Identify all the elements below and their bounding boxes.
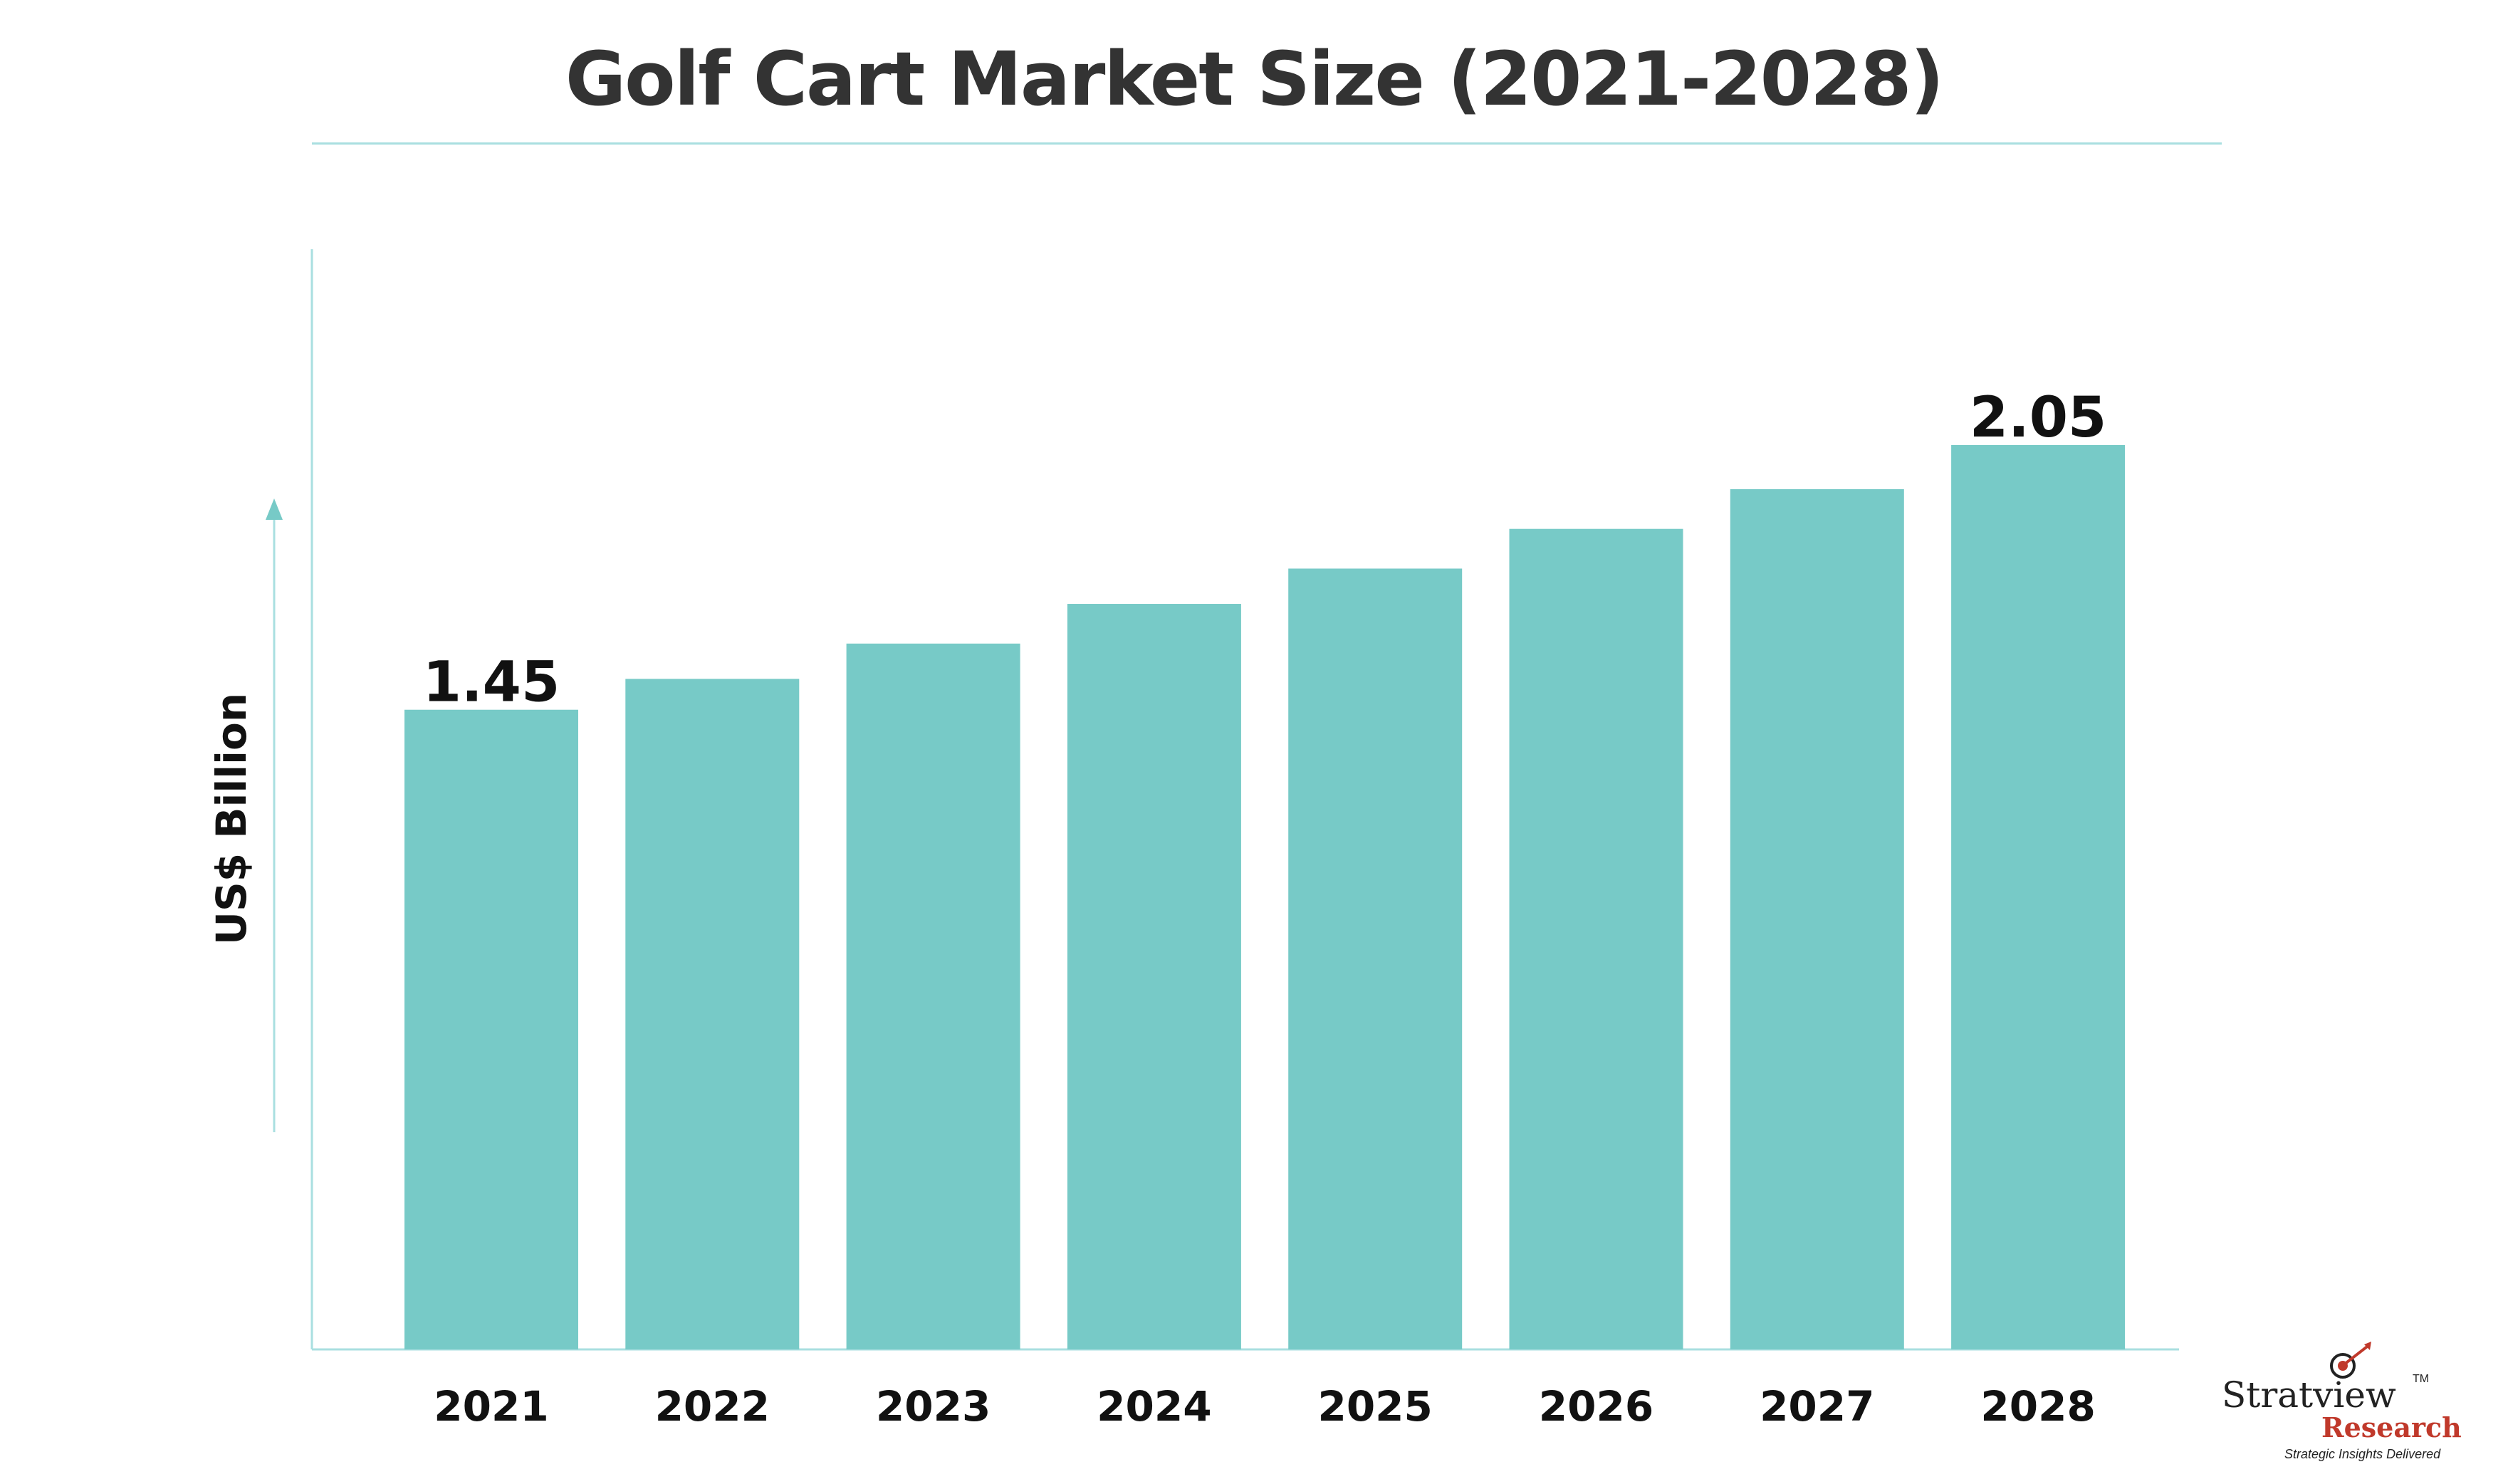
logo-research: Research xyxy=(2321,1411,2462,1443)
stratview-logo: Stratview TM Research Strategic Insights… xyxy=(2222,1339,2464,1474)
x-tick-2021: 2021 xyxy=(434,1382,548,1431)
bar-2028 xyxy=(1951,445,2126,1349)
logo-tagline: Strategic Insights Delivered xyxy=(2284,1447,2441,1461)
bar-2026 xyxy=(1509,528,1683,1350)
logo-trademark: TM xyxy=(2413,1373,2430,1385)
data-label-2028: 2.05 xyxy=(1970,386,2106,450)
bar-2025 xyxy=(1288,568,1463,1350)
bar-2021 xyxy=(404,709,578,1349)
bar-2027 xyxy=(1730,488,1904,1350)
x-tick-2024: 2024 xyxy=(1097,1382,1211,1431)
data-labels: 1.45 2.05 xyxy=(423,386,2107,715)
y-axis-label: US$ Billion xyxy=(207,693,256,945)
y-axis-arrow-head-icon xyxy=(266,498,283,520)
x-tick-2028: 2028 xyxy=(1980,1382,2095,1431)
x-tick-2025: 2025 xyxy=(1317,1382,1432,1431)
bar-2024 xyxy=(1067,604,1241,1349)
logo-target-icon xyxy=(2330,1342,2371,1379)
chart-title: Golf Cart Market Size (2021-2028) xyxy=(565,36,1944,122)
x-tick-labels: 2021 2022 2023 2024 2025 2026 2027 2028 xyxy=(434,1382,2096,1431)
logo-wordmark: Stratview xyxy=(2222,1374,2396,1416)
x-tick-2023: 2023 xyxy=(876,1382,991,1431)
title-divider xyxy=(312,142,2222,145)
x-tick-2022: 2022 xyxy=(655,1382,770,1431)
x-tick-2027: 2027 xyxy=(1760,1382,1874,1431)
bar-2023 xyxy=(846,643,1020,1349)
bar-2022 xyxy=(625,679,800,1349)
bar-series xyxy=(404,445,2126,1350)
x-tick-2026: 2026 xyxy=(1539,1382,1653,1431)
data-label-2021: 1.45 xyxy=(423,651,560,715)
